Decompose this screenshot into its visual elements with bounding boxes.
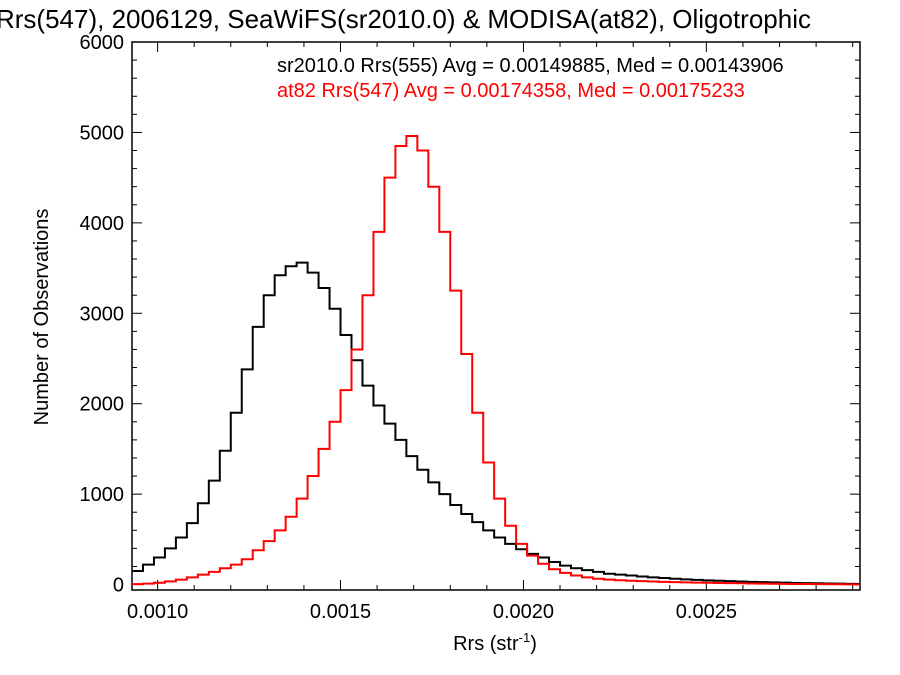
y-tick-label: 4000 — [80, 213, 125, 235]
y-tick-label: 6000 — [80, 32, 125, 54]
x-axis-label-superscript: -1 — [519, 630, 531, 645]
x-tick-label: 0.0015 — [310, 601, 371, 623]
legend-entry-sr2010: sr2010.0 Rrs(555) Avg = 0.00149885, Med … — [277, 55, 784, 77]
y-axis-ticks: 0 1000 2000 3000 4000 5000 6000 — [80, 32, 860, 597]
y-tick-label: 5000 — [80, 122, 125, 144]
series-sr2010-histogram — [132, 261, 860, 586]
y-tick-label: 2000 — [80, 394, 125, 416]
x-axis-label-main: Rrs (str — [453, 633, 519, 655]
x-tick-label: 0.0020 — [493, 601, 554, 623]
series-layer — [132, 135, 860, 586]
x-axis-label-close: ) — [530, 633, 537, 655]
y-tick-label: 0 — [113, 575, 124, 597]
x-tick-label: 0.0010 — [127, 601, 188, 623]
y-tick-label: 3000 — [80, 303, 125, 325]
plot-frame — [131, 41, 861, 591]
y-tick-label: 1000 — [80, 484, 125, 506]
legend-entry-at82: at82 Rrs(547) Avg = 0.00174358, Med = 0.… — [277, 80, 745, 102]
x-axis-label: Rrs (str-1) — [453, 630, 537, 655]
x-tick-label: 0.0025 — [676, 601, 737, 623]
chart-title: Rrs(547), 2006129, SeaWiFS(sr2010.0) & M… — [0, 4, 811, 34]
y-axis-label: Number of Observations — [31, 209, 53, 426]
series-at82-histogram — [132, 135, 860, 586]
plot-border — [131, 41, 861, 591]
x-axis-ticks: 0.0010 0.0015 0.0020 0.0025 — [127, 42, 854, 623]
